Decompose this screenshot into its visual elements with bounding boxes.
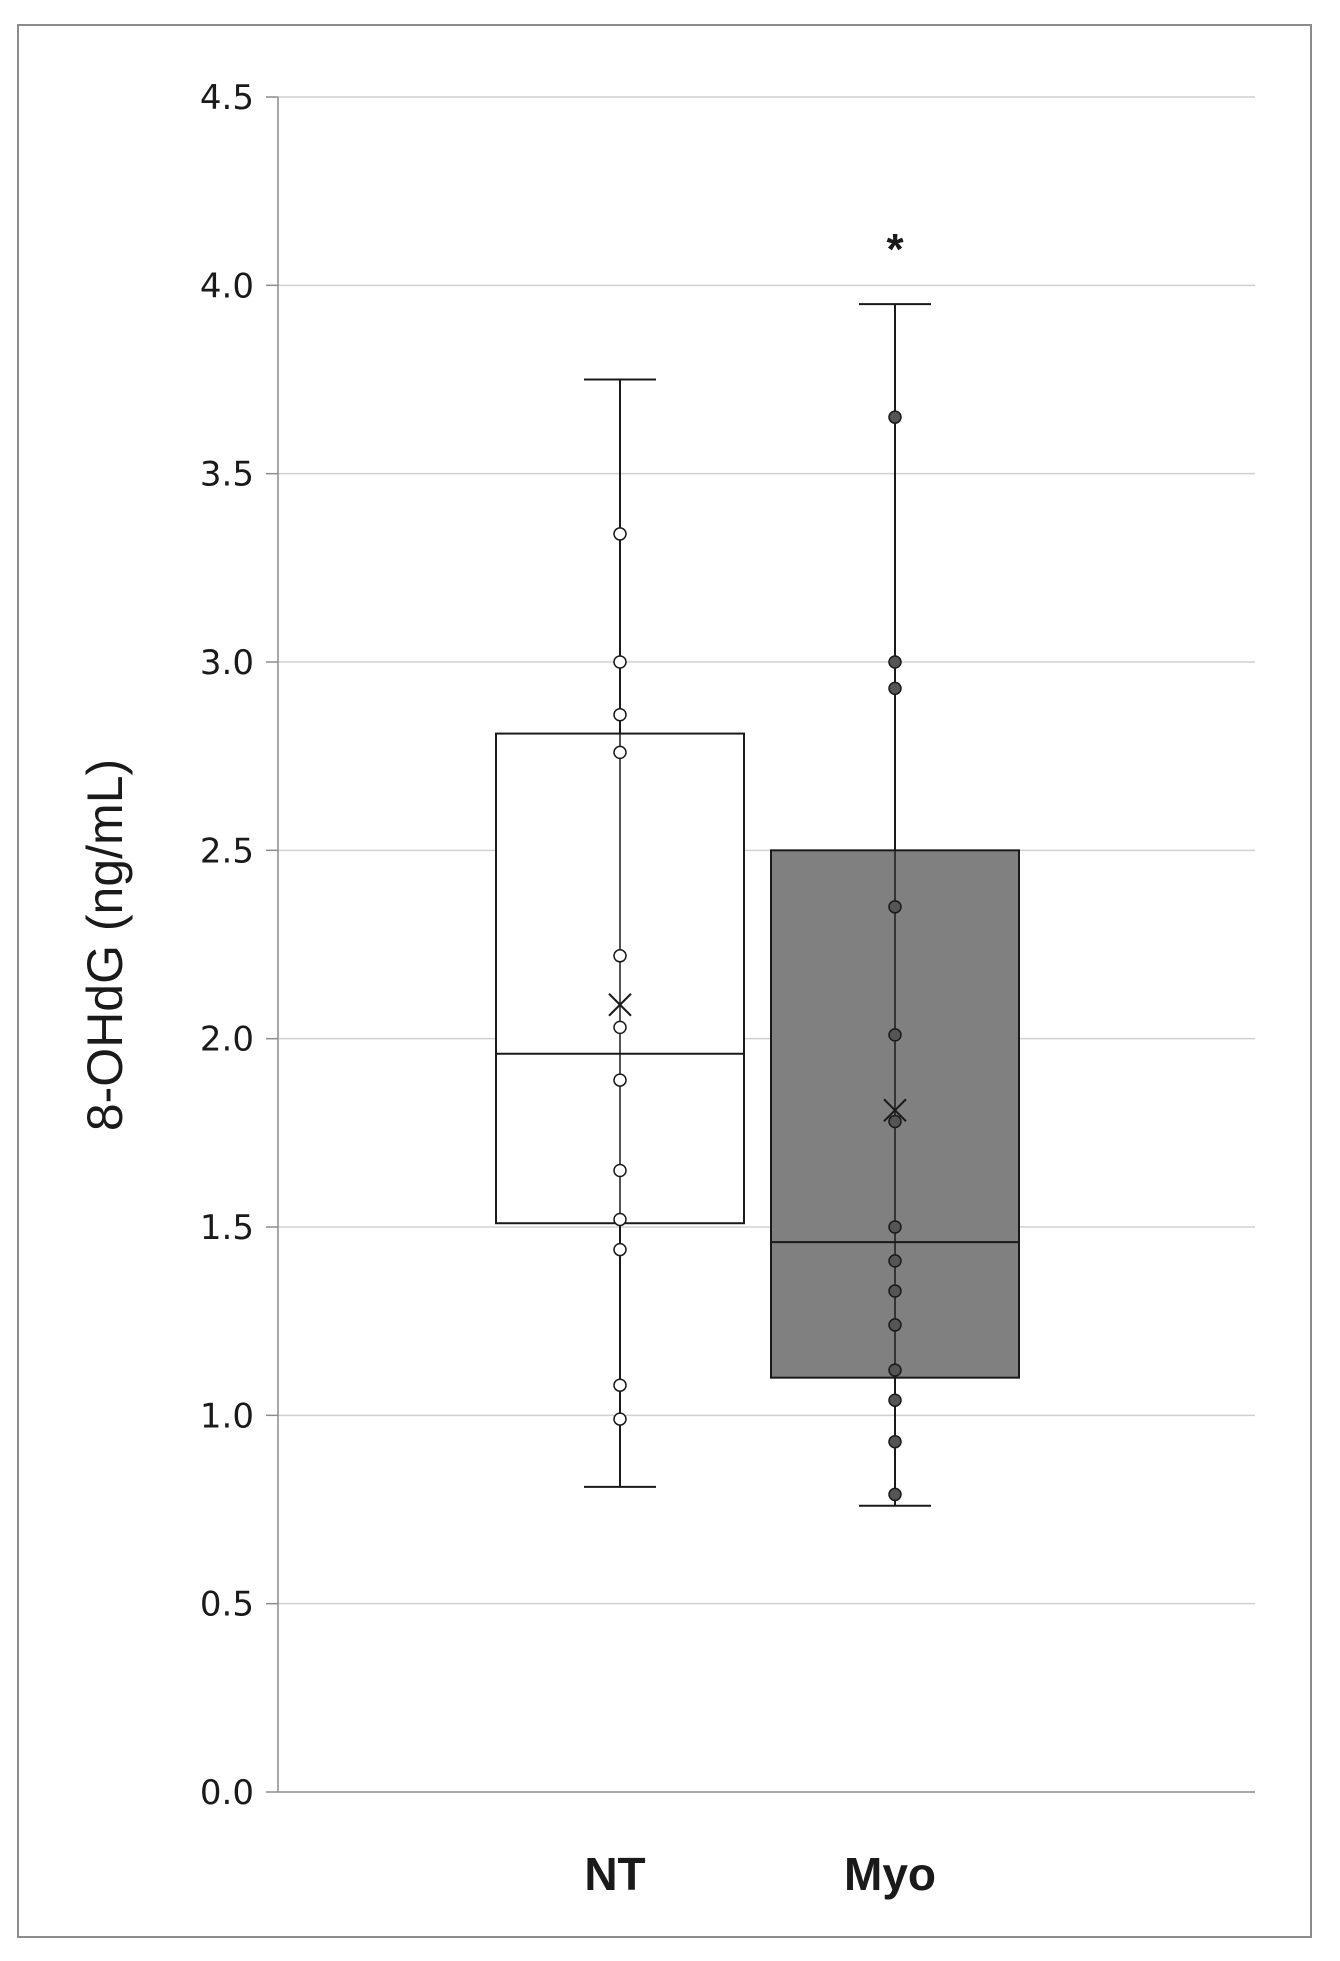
data-point [888,1220,902,1234]
data-point [613,655,627,669]
y-tick-label: 2.0 [200,1020,254,1060]
box-series: * [495,225,1020,1507]
y-tick-labels: 0.0 0.5 1.0 1.5 2.0 2.5 3.0 3.5 4.0 4.5 [200,78,254,1813]
x-category-label: NT [584,1848,645,1900]
y-tick-label: 3.5 [200,455,254,495]
data-point [888,1028,902,1042]
data-point [613,707,627,722]
x-category-labels: NT Myo [584,1848,936,1900]
significance-marker: * [886,225,904,274]
data-point [613,1242,627,1257]
y-axis-title: 8-OHdG (ng/mL) [77,759,133,1131]
data-point [888,1393,902,1408]
y-tick-label: 2.5 [200,831,254,871]
x-category-label: Myo [844,1848,936,1900]
mean-marker [883,1098,907,1122]
data-point [613,527,627,541]
data-point [613,1020,627,1035]
data-point [888,1284,902,1298]
y-tick-label: 1.0 [200,1396,254,1436]
data-point [613,1073,627,1087]
data-point [613,1378,627,1392]
data-point [888,681,902,696]
y-tick-label: 0.5 [200,1585,254,1625]
data-point [613,745,627,760]
data-point [888,1318,902,1332]
y-tick-label: 0.0 [200,1773,254,1813]
y-tick-label: 3.0 [200,643,254,683]
y-tick-label: 4.5 [200,78,254,118]
data-point [613,1163,627,1178]
data-point [888,655,902,669]
y-tick-label: 1.5 [200,1208,254,1248]
data-point [888,410,902,424]
box-group-myo: * [770,225,1020,1507]
data-point [888,900,902,914]
y-axis [266,96,1255,1793]
gridlines [278,96,1255,1605]
data-point [613,949,627,963]
data-point [613,1412,627,1426]
box-group-nt [495,378,745,1488]
y-tick-label: 4.0 [200,266,254,306]
data-point [888,1434,902,1449]
data-point [613,1212,627,1227]
data-point [888,1487,902,1502]
data-point [888,1363,902,1377]
data-point [888,1254,902,1268]
mean-marker [608,993,632,1017]
data-point [888,1114,902,1129]
